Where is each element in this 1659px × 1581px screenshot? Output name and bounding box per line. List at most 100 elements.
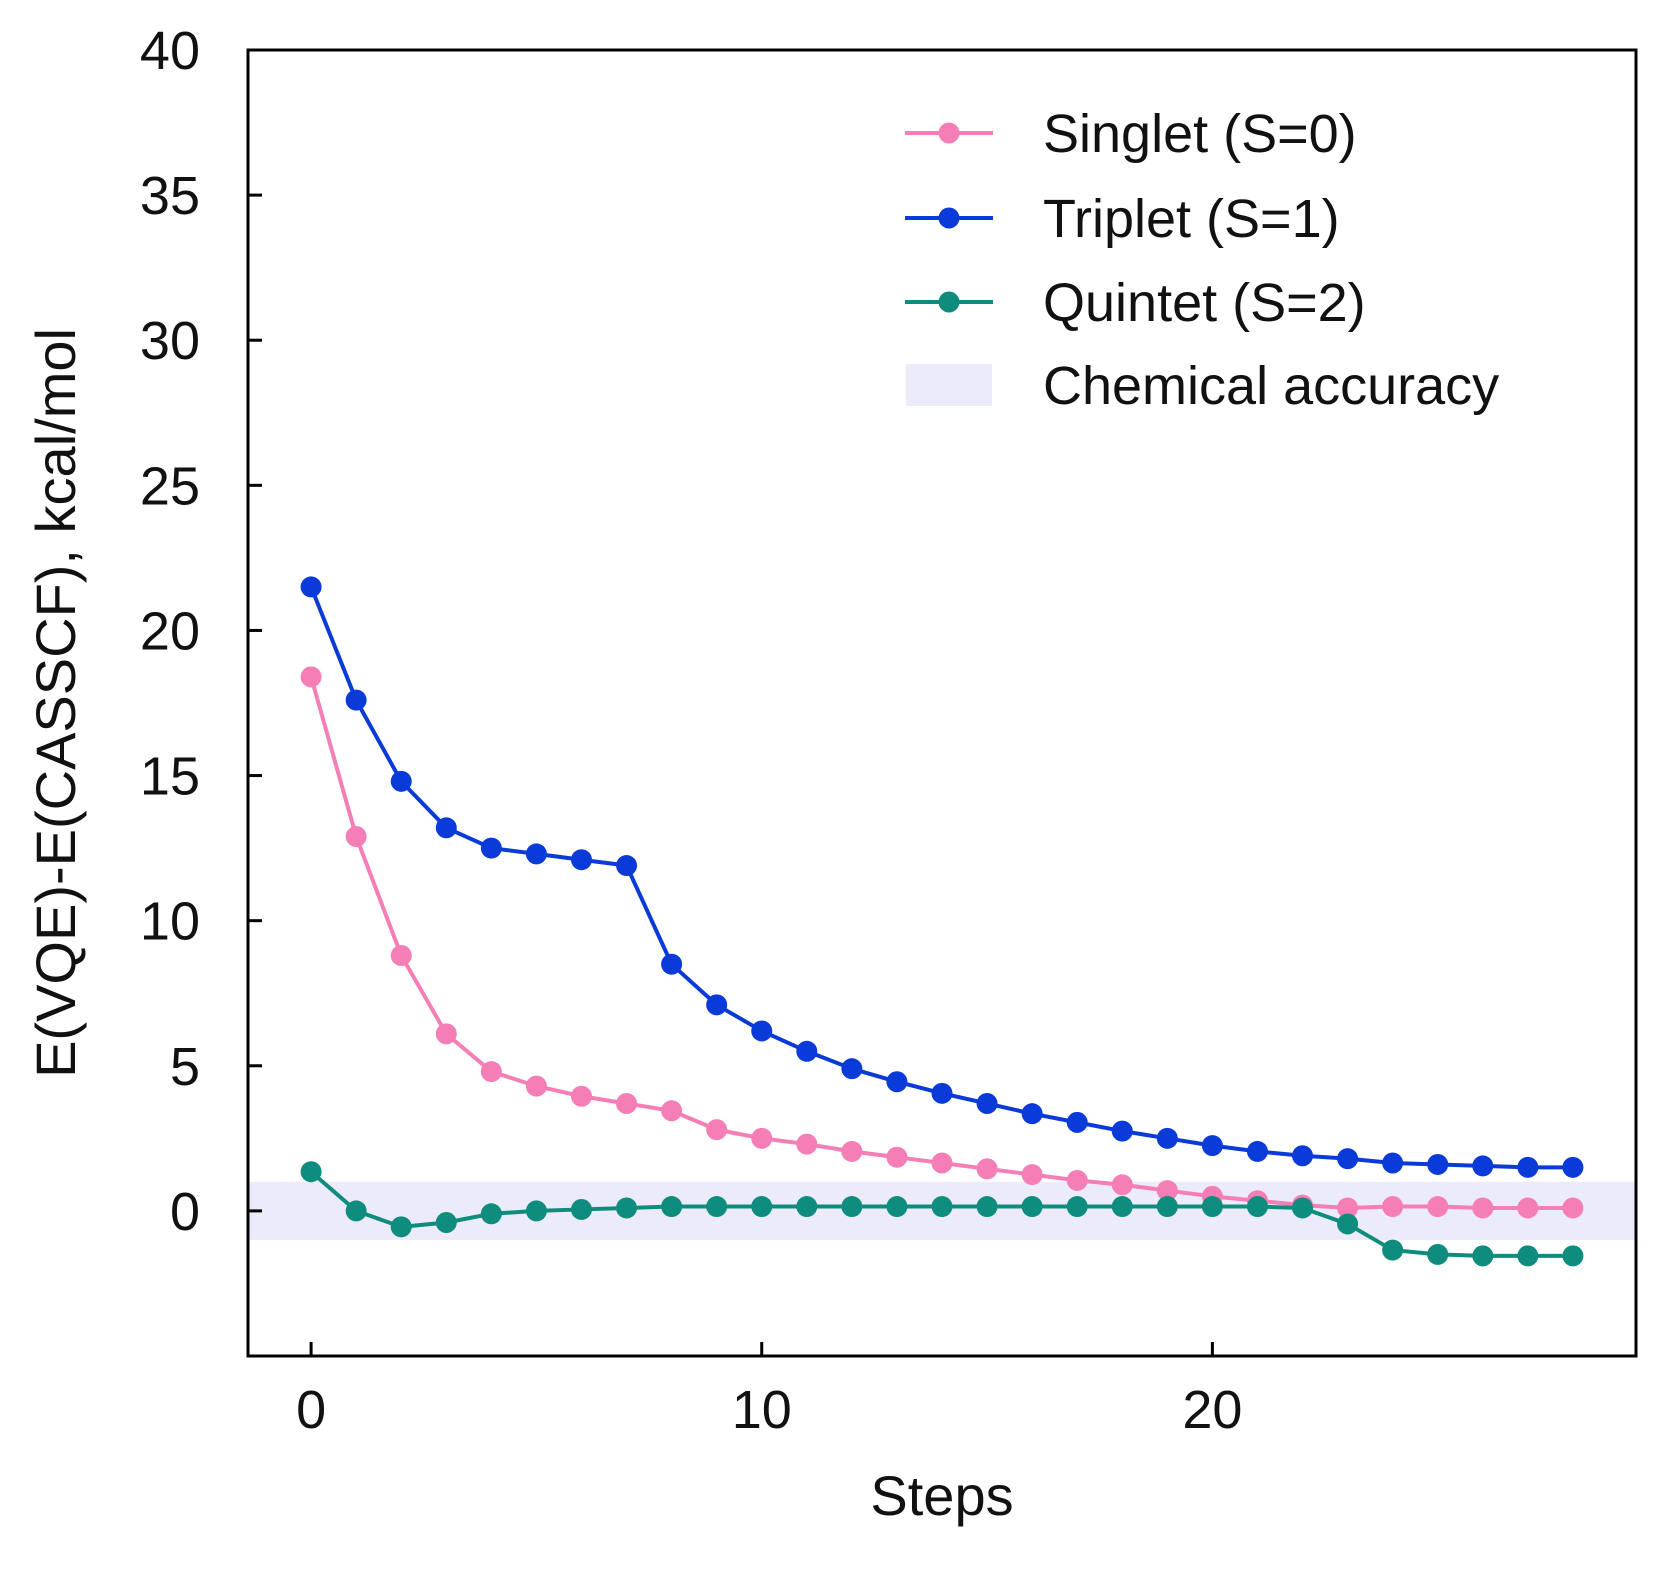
- data-point-quintet: [931, 1196, 953, 1218]
- data-point-quintet: [1472, 1245, 1494, 1267]
- data-point-quintet: [751, 1196, 773, 1218]
- data-point-quintet: [1517, 1245, 1539, 1267]
- data-point-quintet: [300, 1161, 322, 1183]
- series-line-singlet: [309, 676, 1573, 1210]
- data-point-singlet: [1562, 1197, 1584, 1219]
- legend-item-quintet: Quintet (S=2): [905, 273, 1366, 333]
- data-point-quintet: [345, 1200, 367, 1222]
- data-point-singlet: [841, 1140, 863, 1162]
- data-point-triplet: [1472, 1155, 1494, 1177]
- data-point-quintet: [525, 1200, 547, 1222]
- legend-label-triplet: Triplet (S=1): [1043, 189, 1340, 249]
- data-point-triplet: [616, 855, 638, 877]
- legend-marker-quintet: [938, 291, 960, 313]
- legend-label-quintet: Quintet (S=2): [1043, 273, 1366, 333]
- data-point-quintet: [886, 1196, 908, 1218]
- y-tick-label: 40: [140, 21, 200, 81]
- series-quintet: [300, 1161, 1584, 1267]
- data-point-quintet: [390, 1216, 412, 1238]
- data-point-quintet: [1246, 1196, 1268, 1218]
- y-tick-label: 25: [140, 456, 200, 516]
- x-tick-label: 10: [732, 1380, 792, 1440]
- data-point-triplet: [1382, 1152, 1404, 1174]
- data-point-triplet: [751, 1020, 773, 1042]
- x-axis-label: Steps: [870, 1464, 1013, 1527]
- data-point-quintet: [661, 1196, 683, 1218]
- legend-item-triplet: Triplet (S=1): [905, 189, 1340, 249]
- data-point-quintet: [841, 1196, 863, 1218]
- y-tick-label: 10: [140, 892, 200, 952]
- data-point-triplet: [661, 953, 683, 975]
- data-point-singlet: [1472, 1197, 1494, 1219]
- y-tick-label: 0: [170, 1182, 200, 1242]
- data-point-quintet: [796, 1196, 818, 1218]
- data-point-triplet: [796, 1040, 818, 1062]
- tick-layer: 0 5 10 15 20 25 30 35 40 0 10 20: [140, 21, 1243, 1440]
- series-line-triplet: [309, 586, 1573, 1170]
- data-point-singlet: [525, 1075, 547, 1097]
- data-point-triplet: [300, 576, 322, 598]
- data-point-triplet: [480, 837, 502, 859]
- data-point-triplet: [1517, 1156, 1539, 1178]
- data-point-triplet: [886, 1071, 908, 1093]
- data-point-quintet: [1382, 1239, 1404, 1261]
- data-point-singlet: [1111, 1174, 1133, 1196]
- data-point-singlet: [570, 1085, 592, 1107]
- series-singlet: [300, 666, 1584, 1219]
- data-point-triplet: [931, 1082, 953, 1104]
- data-point-triplet: [1201, 1135, 1223, 1157]
- data-point-triplet: [1246, 1140, 1268, 1162]
- x-tick-label: 0: [296, 1380, 326, 1440]
- data-point-triplet: [976, 1093, 998, 1115]
- data-point-triplet: [345, 689, 367, 711]
- data-point-singlet: [1337, 1197, 1359, 1219]
- data-point-triplet: [1066, 1111, 1088, 1133]
- legend-label-singlet: Singlet (S=0): [1043, 104, 1357, 164]
- data-point-quintet: [1337, 1213, 1359, 1235]
- data-point-quintet: [1066, 1196, 1088, 1218]
- data-point-singlet: [886, 1146, 908, 1168]
- data-point-singlet: [480, 1061, 502, 1083]
- data-point-singlet: [796, 1133, 818, 1155]
- data-point-triplet: [390, 770, 412, 792]
- data-point-triplet: [1156, 1127, 1178, 1149]
- legend-item-chemical-accuracy: Chemical accuracy: [906, 356, 1499, 416]
- data-point-quintet: [1427, 1243, 1449, 1265]
- legend-label-chemical-accuracy: Chemical accuracy: [1043, 356, 1499, 416]
- data-point-quintet: [1156, 1196, 1178, 1218]
- y-tick-label: 20: [140, 601, 200, 661]
- data-point-quintet: [1562, 1245, 1584, 1267]
- data-point-quintet: [1111, 1196, 1133, 1218]
- data-point-singlet: [976, 1158, 998, 1180]
- y-axis-label: E(VQE)-E(CASSCF), kcal/mol: [24, 328, 87, 1078]
- data-point-singlet: [706, 1119, 728, 1141]
- y-tick-label: 15: [140, 747, 200, 807]
- data-point-singlet: [1382, 1196, 1404, 1218]
- y-tick-label: 35: [140, 166, 200, 226]
- data-point-quintet: [706, 1196, 728, 1218]
- data-point-triplet: [1111, 1120, 1133, 1142]
- legend-marker-triplet: [938, 207, 960, 229]
- legend-swatch-chemical-accuracy: [906, 364, 992, 406]
- data-point-quintet: [1021, 1196, 1043, 1218]
- data-point-quintet: [435, 1211, 457, 1233]
- data-point-singlet: [435, 1023, 457, 1045]
- series-triplet: [300, 576, 1584, 1178]
- data-point-singlet: [1156, 1180, 1178, 1202]
- data-point-quintet: [1201, 1196, 1223, 1218]
- data-point-singlet: [751, 1127, 773, 1149]
- legend: Singlet (S=0) Triplet (S=1) Quintet (S=2) C…: [905, 104, 1499, 416]
- data-point-singlet: [931, 1152, 953, 1174]
- data-point-singlet: [661, 1100, 683, 1122]
- legend-marker-singlet: [938, 122, 960, 144]
- y-tick-label: 30: [140, 311, 200, 371]
- data-point-triplet: [1292, 1145, 1314, 1167]
- data-point-triplet: [1337, 1148, 1359, 1170]
- data-point-singlet: [300, 666, 322, 688]
- data-point-singlet: [616, 1093, 638, 1115]
- data-point-triplet: [841, 1058, 863, 1080]
- data-point-singlet: [1427, 1196, 1449, 1218]
- data-point-quintet: [976, 1196, 998, 1218]
- data-point-quintet: [616, 1197, 638, 1219]
